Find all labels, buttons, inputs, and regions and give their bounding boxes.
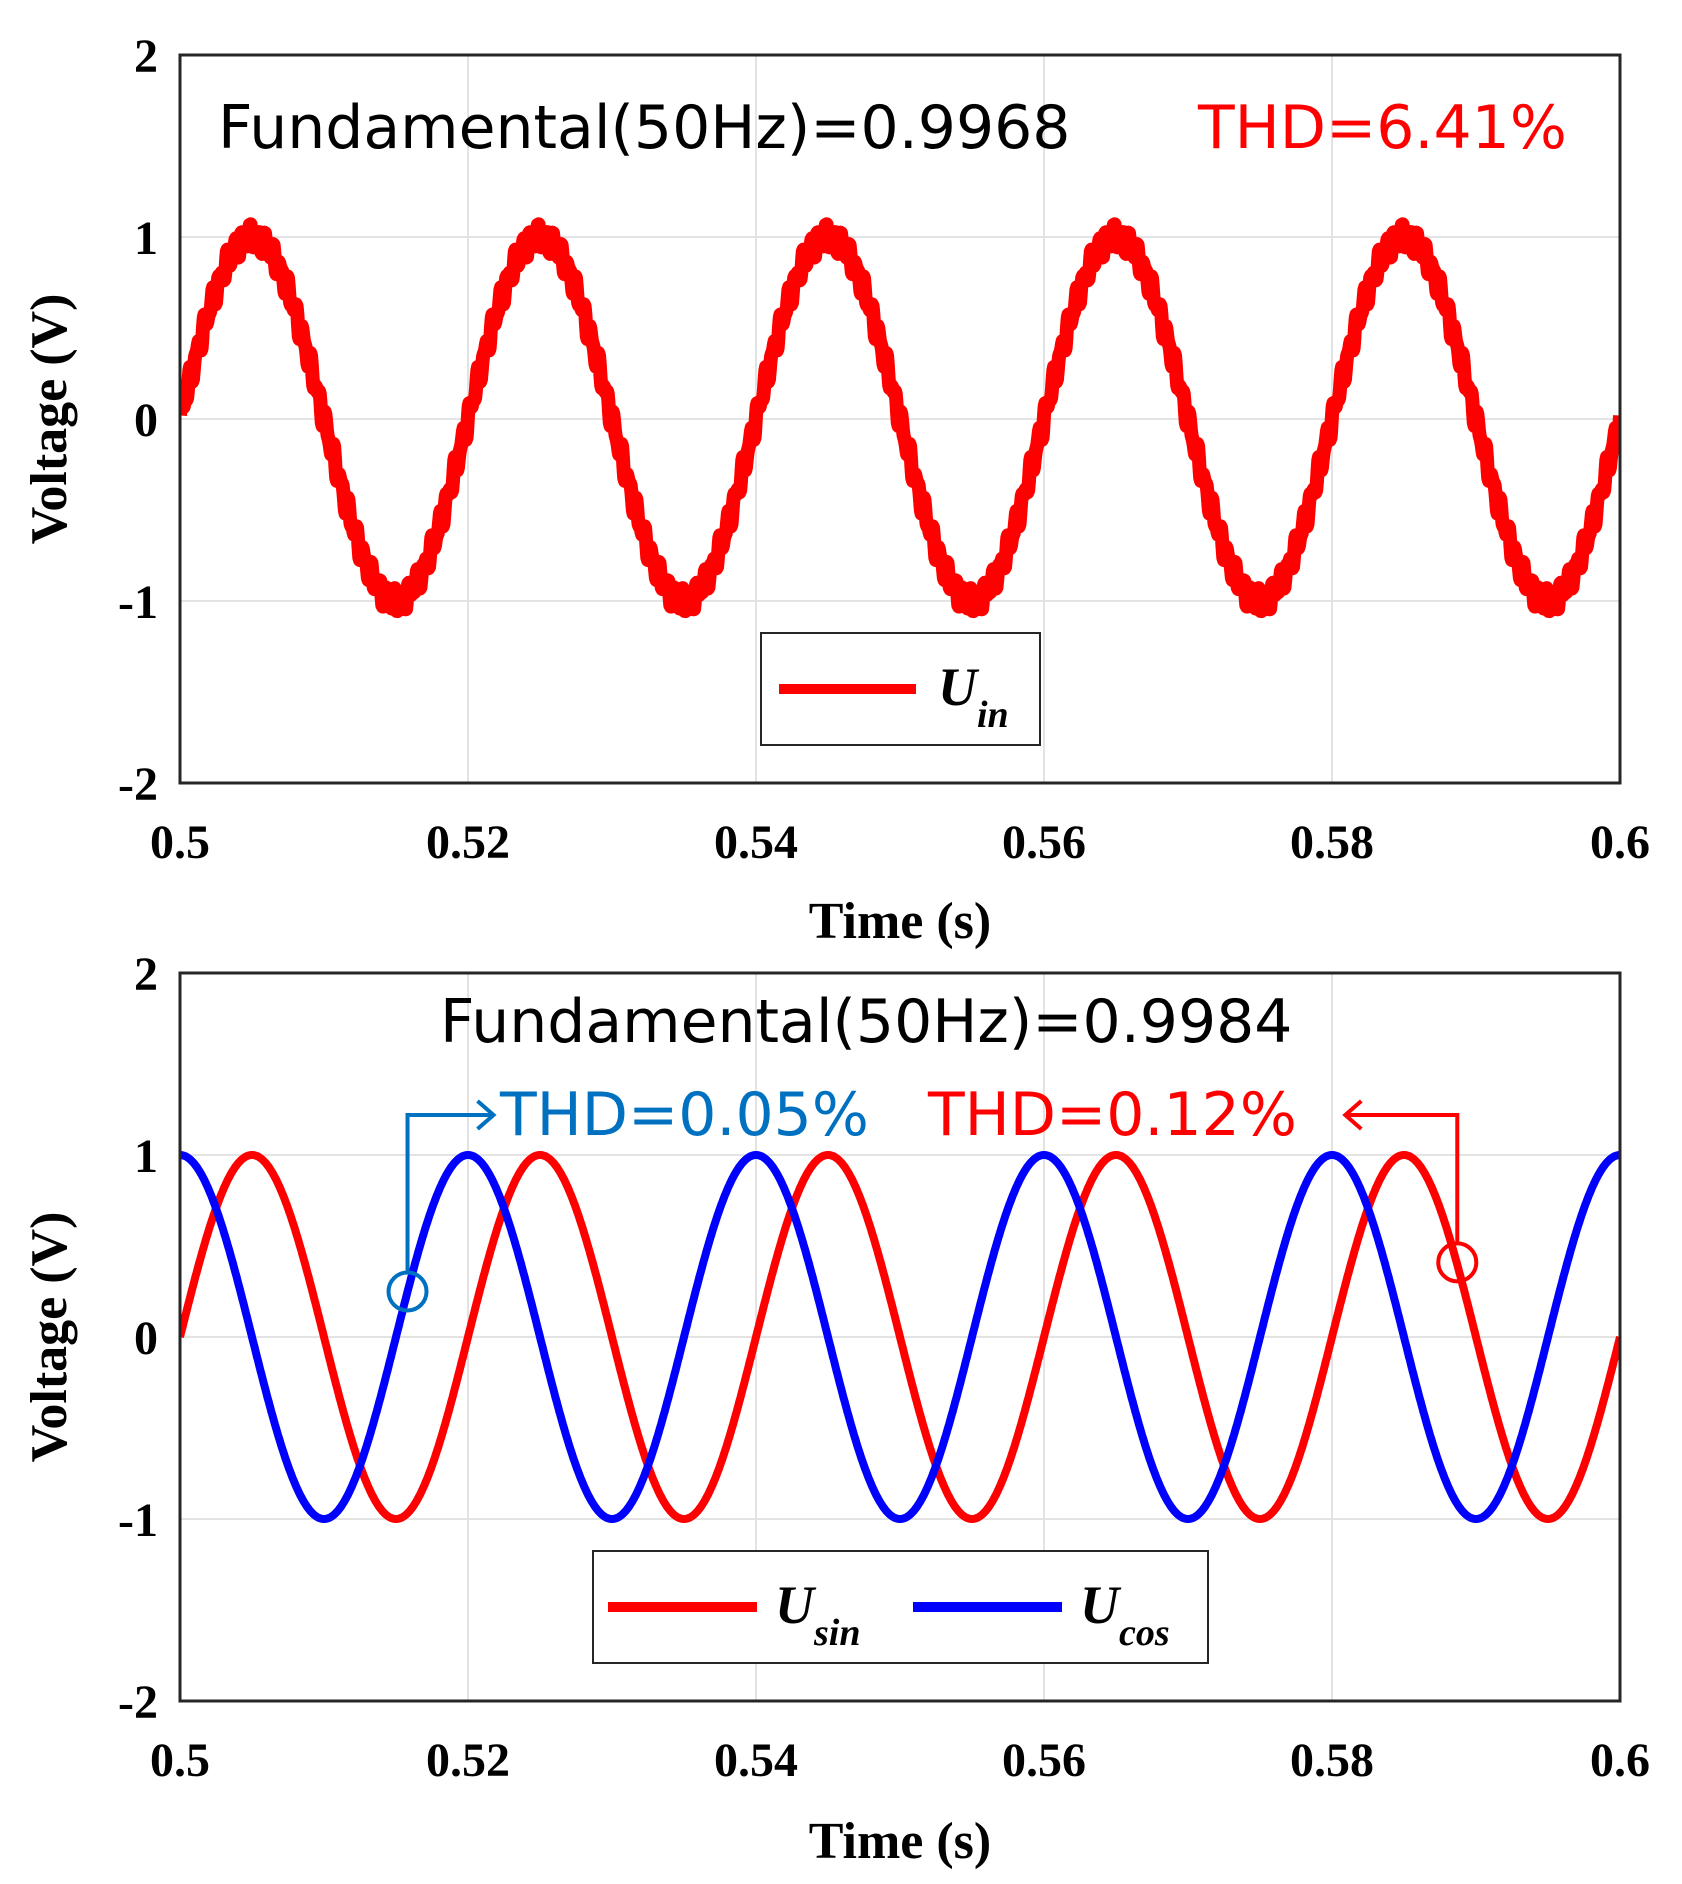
chart-1-x-tick-label: 0.6	[1590, 816, 1650, 869]
chart-1-x-tick-label: 0.58	[1290, 816, 1374, 869]
chart-2-fundamental-annotation: Fundamental(50Hz)=0.9984	[440, 987, 1292, 1057]
chart-2-y-tick-label: 0	[134, 1312, 158, 1365]
chart-1-y-tick-label: 0	[134, 394, 158, 447]
chart-2-x-tick-label: 0.6	[1590, 1734, 1650, 1787]
legend-symbol: U	[938, 657, 980, 717]
chart-2-thd-blue-annotation: THD=0.05%	[499, 1080, 869, 1150]
chart-2-legend: Usin Ucos	[592, 1550, 1209, 1664]
chart-1-series-uin-line	[180, 217, 1620, 619]
chart-1-y-tick-label: 2	[134, 30, 158, 83]
chart-2-series-ucos-line	[180, 1151, 1620, 1523]
chart-2-legend-label-ucos: Ucos	[1080, 1575, 1170, 1654]
legend-symbol: U	[1080, 1575, 1122, 1635]
chart-2-x-ticks: 0.5 0.52 0.54 0.56 0.58 0.6	[150, 1734, 1650, 1787]
chart-1-x-tick-label: 0.54	[714, 816, 798, 869]
chart-2-callout-leader-red	[1345, 1113, 1460, 1244]
chart-1-y-tick-label: -1	[118, 576, 158, 629]
chart-2-legend-label-usin: Usin	[775, 1575, 860, 1654]
chart-2-axes-box	[178, 971, 1622, 1703]
chart-2-y-tick-label: -2	[118, 1676, 158, 1729]
legend-subscript: cos	[1119, 1612, 1170, 1654]
legend-subscript: in	[977, 694, 1009, 736]
chart-2-callout-arrowhead-blue	[476, 1099, 497, 1131]
chart-2-x-tick-label: 0.54	[714, 1734, 798, 1787]
chart-1: 0.5 0.52 0.54 0.56 0.58 0.6 2 1 0 -1 -2 …	[21, 30, 1650, 950]
chart-1-x-tick-label: 0.56	[1002, 816, 1086, 869]
chart-1-x-axis-label: Time (s)	[809, 893, 991, 950]
chart-1-y-ticks: 2 1 0 -1 -2	[118, 30, 158, 811]
chart-1-legend-label-uin: Uin	[938, 657, 1009, 736]
chart-2-y-tick-label: 1	[134, 1130, 158, 1183]
chart-1-legend: Uin	[760, 632, 1041, 746]
legend-subscript: sin	[813, 1612, 860, 1654]
chart-2-callout-leader-blue	[405, 1113, 494, 1273]
chart-2: 0.5 0.52 0.54 0.56 0.58 0.6 2 1 0 -1 -2 …	[21, 948, 1650, 1870]
chart-1-y-tick-label: -2	[118, 758, 158, 811]
chart-2-y-axis-label: Voltage (V)	[21, 1212, 78, 1463]
chart-2-y-ticks: 2 1 0 -1 -2	[118, 948, 158, 1729]
chart-2-y-tick-label: 2	[134, 948, 158, 1001]
chart-2-series-usin-line	[180, 1151, 1620, 1523]
chart-1-axes-box	[178, 53, 1622, 785]
chart-1-fundamental-annotation: Fundamental(50Hz)=0.9968	[218, 93, 1070, 163]
chart-2-x-tick-label: 0.58	[1290, 1734, 1374, 1787]
chart-1-x-tick-label: 0.5	[150, 816, 210, 869]
chart-2-thd-red-annotation: THD=0.12%	[927, 1080, 1297, 1150]
chart-1-thd-annotation: THD=6.41%	[1197, 93, 1567, 163]
legend-symbol: U	[775, 1575, 817, 1635]
chart-1-x-tick-label: 0.52	[426, 816, 510, 869]
chart-1-x-ticks: 0.5 0.52 0.54 0.56 0.58 0.6	[150, 816, 1650, 869]
chart-2-callout-arrowhead-red	[1342, 1099, 1363, 1131]
chart-2-x-tick-label: 0.5	[150, 1734, 210, 1787]
chart-1-y-tick-label: 1	[134, 212, 158, 265]
chart-2-callout-blue	[386, 1099, 497, 1313]
chart-2-x-axis-label: Time (s)	[809, 1813, 991, 1870]
chart-2-x-tick-label: 0.52	[426, 1734, 510, 1787]
chart-2-x-tick-label: 0.56	[1002, 1734, 1086, 1787]
chart-1-y-axis-label: Voltage (V)	[21, 294, 78, 545]
chart-2-y-tick-label: -1	[118, 1494, 158, 1547]
chart-2-callout-red	[1342, 1099, 1479, 1284]
